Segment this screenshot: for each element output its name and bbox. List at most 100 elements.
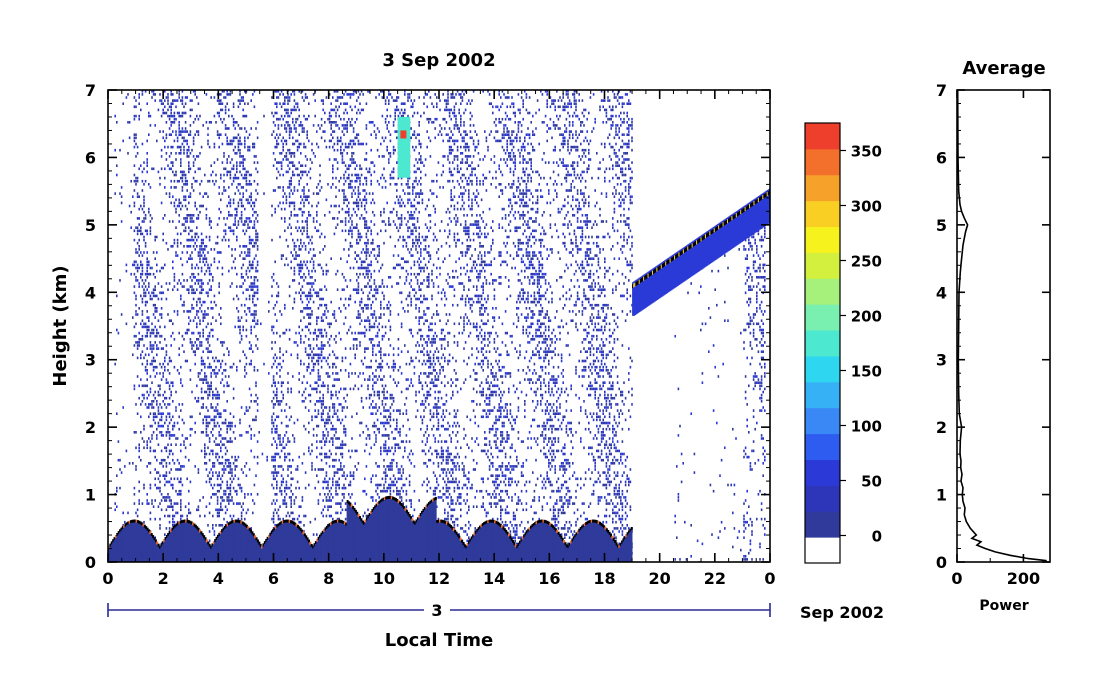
heatmap-cell	[196, 207, 198, 211]
heatmap-cell	[380, 446, 382, 450]
heatmap-cell	[242, 245, 244, 248]
heatmap-cell	[197, 347, 200, 350]
heatmap-cell	[285, 238, 288, 242]
heatmap-cell	[136, 145, 139, 149]
heatmap-cell	[196, 114, 198, 118]
heatmap-cell	[364, 176, 366, 180]
heatmap-cell	[340, 145, 342, 149]
heatmap-cell	[181, 483, 184, 487]
heatmap-cell	[148, 260, 150, 264]
heatmap-cell	[290, 471, 292, 474]
heatmap-cell	[146, 288, 148, 291]
heatmap-cell	[168, 372, 171, 375]
heatmap-cell	[292, 375, 294, 378]
heatmap-cell	[364, 303, 366, 307]
heatmap-cell	[176, 458, 179, 462]
main-title: 3 Sep 2002	[382, 50, 495, 71]
heatmap-cell	[351, 139, 353, 143]
heatmap-cell	[130, 272, 132, 276]
heatmap-cell	[367, 263, 369, 267]
heatmap-cell	[212, 427, 214, 431]
heatmap-cell	[162, 393, 164, 397]
heatmap-cell	[221, 238, 224, 242]
heatmap-cell	[231, 424, 233, 428]
heatmap-cell	[274, 502, 276, 505]
heatmap-cell	[336, 142, 339, 146]
heatmap-cell	[226, 102, 228, 105]
heatmap-cell	[205, 192, 208, 195]
heatmap-cell	[343, 148, 345, 152]
heatmap-cell	[360, 300, 363, 304]
heatmap-cell	[136, 375, 139, 378]
heatmap-cell	[234, 220, 236, 223]
heatmap-cell	[237, 517, 240, 521]
heatmap-cell	[320, 124, 323, 127]
heatmap-cell	[239, 254, 241, 257]
heatmap-cell	[322, 356, 324, 360]
heatmap-cell	[247, 170, 249, 174]
heatmap-cell	[212, 328, 214, 332]
heatmap-cell	[192, 164, 195, 167]
heatmap-cell	[280, 124, 283, 127]
heatmap-cell	[197, 375, 200, 378]
heatmap-cell	[178, 489, 180, 493]
heatmap-cell	[354, 257, 356, 260]
heatmap-cell	[333, 130, 336, 133]
heatmap-cell	[224, 96, 227, 99]
heatmap-cell	[148, 114, 150, 118]
heatmap-cell	[136, 217, 139, 220]
heatmap-cell	[380, 313, 382, 316]
heatmap-cell	[223, 421, 225, 425]
heatmap-cell	[210, 403, 212, 406]
heatmap-cell	[282, 136, 284, 140]
heatmap-cell	[365, 319, 368, 322]
heatmap-cell	[228, 114, 230, 118]
heatmap-cell	[359, 272, 361, 276]
heatmap-cell	[196, 303, 198, 307]
heatmap-cell	[149, 344, 152, 347]
heatmap-cell	[335, 158, 337, 161]
heatmap-cell	[280, 421, 283, 425]
heatmap-cell	[224, 505, 227, 508]
heatmap-cell	[220, 483, 222, 487]
heatmap-cell	[248, 238, 251, 242]
heatmap-cell	[372, 241, 374, 245]
heatmap-cell	[328, 418, 331, 422]
heatmap-cell	[277, 170, 280, 174]
heatmap-cell	[301, 300, 304, 304]
heatmap-cell	[357, 201, 360, 205]
heatmap-cell	[207, 263, 209, 267]
heatmap-cell	[362, 331, 364, 335]
heatmap-cell	[272, 307, 275, 310]
heatmap-cell	[146, 359, 148, 363]
heatmap-cell	[197, 396, 200, 400]
heatmap-cell	[207, 341, 209, 344]
heatmap-cell	[247, 248, 249, 251]
heatmap-cell	[370, 412, 372, 415]
heatmap-cell	[204, 462, 206, 465]
heatmap-cell	[354, 186, 356, 189]
heatmap-cell	[268, 310, 270, 313]
heatmap-cell	[199, 412, 201, 415]
heatmap-cell	[156, 400, 158, 403]
heatmap-cell	[292, 117, 294, 121]
heatmap-cell	[176, 111, 179, 115]
heatmap-cell	[149, 214, 152, 217]
heatmap-cell	[328, 145, 331, 149]
heatmap-cell	[226, 136, 228, 140]
heatmap-cell	[375, 403, 377, 406]
heatmap-cell	[276, 499, 278, 502]
heatmap-cell	[245, 334, 248, 338]
heatmap-cell	[293, 214, 296, 217]
heatmap-cell	[287, 468, 289, 471]
heatmap-cell	[280, 164, 283, 167]
heatmap-cell	[319, 378, 321, 381]
heatmap-cell	[221, 142, 224, 146]
heatmap-cell	[357, 276, 360, 279]
heatmap-cell	[151, 362, 153, 366]
heatmap-cell	[138, 341, 140, 344]
heatmap-cell	[389, 114, 392, 118]
heatmap-cell	[301, 220, 304, 223]
heatmap-cell	[288, 452, 291, 456]
heatmap-cell	[282, 502, 284, 505]
